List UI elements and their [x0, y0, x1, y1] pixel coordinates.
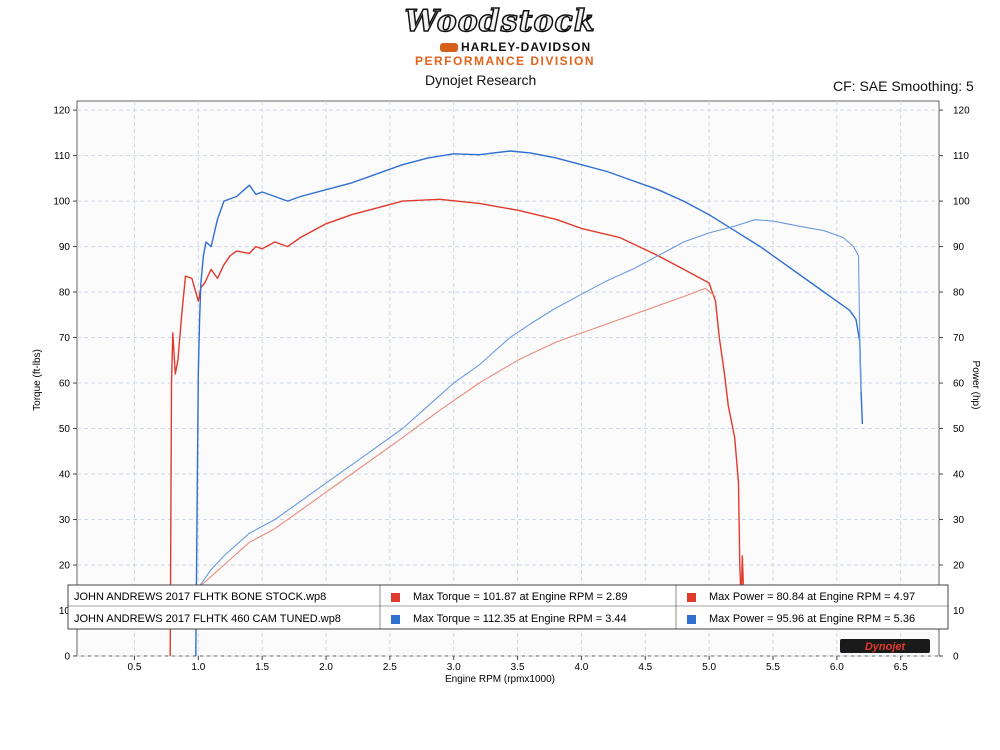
stock-torque-line: [169, 198, 746, 657]
y2-tick-label: 20: [953, 561, 965, 572]
y2-tick-label: 0: [953, 652, 959, 663]
y-tick-label: 20: [59, 561, 71, 572]
y2-tick-label: 90: [953, 242, 965, 253]
y2-axis-label: Power (hp): [970, 361, 981, 410]
harley-davidson-logo: HARLEY-DAVIDSON: [440, 40, 640, 54]
tuned-torque-line: [195, 150, 864, 657]
y-tick-label: 100: [53, 197, 70, 208]
x-axis-label: Engine RPM (rpmx1000): [445, 674, 555, 685]
x-tick-label: 5.0: [702, 662, 716, 673]
y2-tick-label: 60: [953, 379, 965, 390]
legend-torque-tuned: Max Torque = 112.35 at Engine RPM = 3.44: [413, 613, 627, 625]
x-tick-label: 2.0: [319, 662, 333, 673]
y2-tick-label: 30: [953, 515, 965, 526]
dynojet-logo-badge: [840, 639, 930, 653]
stock-power-line: [169, 287, 716, 616]
y-tick-label: 50: [59, 424, 71, 435]
legend-swatch-tuned-torque: [391, 615, 400, 624]
torque-axis: 0 10 20 30 40 50 60 70 80 90 100 110 120: [53, 106, 77, 663]
x-tick-label: 1.5: [255, 662, 269, 673]
dynojet-logo-text: Dynojet: [865, 641, 907, 653]
legend-torque-stock: Max Torque = 101.87 at Engine RPM = 2.89: [413, 591, 627, 603]
brand-text: HARLEY-DAVIDSON: [461, 40, 592, 54]
x-tick-label: 2.5: [383, 662, 397, 673]
bar-shield-icon: [440, 43, 458, 53]
dyno-chart: 0 10 20 30 40 50 60 70 80 90 100 110 120 0 10 20 30 40 50…: [32, 100, 981, 685]
y-tick-label: 10: [59, 606, 71, 617]
x-tick-label: 3.5: [511, 662, 525, 673]
x-tick-label: 4.5: [638, 662, 652, 673]
y-axis-label: Torque (ft-lbs): [32, 349, 43, 411]
y-tick-label: 40: [59, 470, 71, 481]
report-header: Woodstock HARLEY-DAVIDSON PERFORMANCE DI…: [0, 0, 1000, 100]
y-tick-label: 30: [59, 515, 71, 526]
legend-run-stock: JOHN ANDREWS 2017 FLHTK BONE STOCK.wp8: [74, 591, 326, 603]
x-tick-label: 6.5: [894, 662, 908, 673]
y-tick-label: 80: [59, 288, 71, 299]
legend-swatch-stock-torque: [391, 593, 400, 602]
x-tick-label: 5.5: [766, 662, 780, 673]
plot-frame: [76, 100, 940, 657]
legend-power-stock: Max Power = 80.84 at Engine RPM = 4.97: [709, 591, 915, 603]
series-lines: [169, 150, 864, 657]
x-tick-label: 1.0: [191, 662, 205, 673]
y2-tick-label: 50: [953, 424, 965, 435]
y2-tick-label: 40: [953, 470, 965, 481]
legend-power-tuned: Max Power = 95.96 at Engine RPM = 5.36: [709, 613, 915, 625]
grid: [77, 101, 939, 657]
y2-tick-label: 100: [953, 197, 970, 208]
vendor-name: Dynojet Research: [425, 72, 537, 88]
woodstock-logo: Woodstock: [404, 4, 596, 39]
x-tick-label: 4.0: [574, 662, 588, 673]
y-tick-label: 90: [59, 242, 71, 253]
legend-swatch-stock-power: [687, 593, 696, 602]
y-tick-label: 120: [53, 106, 70, 117]
legend: JOHN ANDREWS 2017 FLHTK BONE STOCK.wp8 J…: [67, 584, 949, 630]
y-tick-label: 70: [59, 333, 71, 344]
rpm-axis: 0.5 1.0 1.5 2.0 2.5 3.0 3.5 4.0 4.5 5.0 5.5 6.0 6.5: [128, 656, 908, 673]
dynojet-logo: Dynojet: [840, 639, 930, 653]
correction-factor: CF: SAE Smoothing: 5: [833, 78, 974, 94]
y-tick-label: 0: [64, 652, 70, 663]
x-tick-label: 3.0: [447, 662, 461, 673]
legend-box: [67, 584, 949, 630]
y2-tick-label: 10: [953, 606, 965, 617]
y2-tick-label: 80: [953, 288, 965, 299]
x-tick-label: 0.5: [128, 662, 142, 673]
y2-tick-label: 70: [953, 333, 965, 344]
legend-run-tuned: JOHN ANDREWS 2017 FLHTK 460 CAM TUNED.wp…: [74, 613, 341, 625]
power-axis: 0 10 20 30 40 50 60 70 80 90 100 110 120: [939, 106, 970, 663]
legend-swatch-tuned-power: [687, 615, 696, 624]
y-tick-label: 110: [54, 151, 70, 162]
y2-tick-label: 110: [953, 151, 969, 162]
x-tick-label: 6.0: [830, 662, 844, 673]
performance-division-text: PERFORMANCE DIVISION: [415, 54, 596, 68]
tuned-power-line: [195, 219, 862, 598]
y-tick-label: 60: [59, 379, 71, 390]
y2-tick-label: 120: [953, 106, 970, 117]
